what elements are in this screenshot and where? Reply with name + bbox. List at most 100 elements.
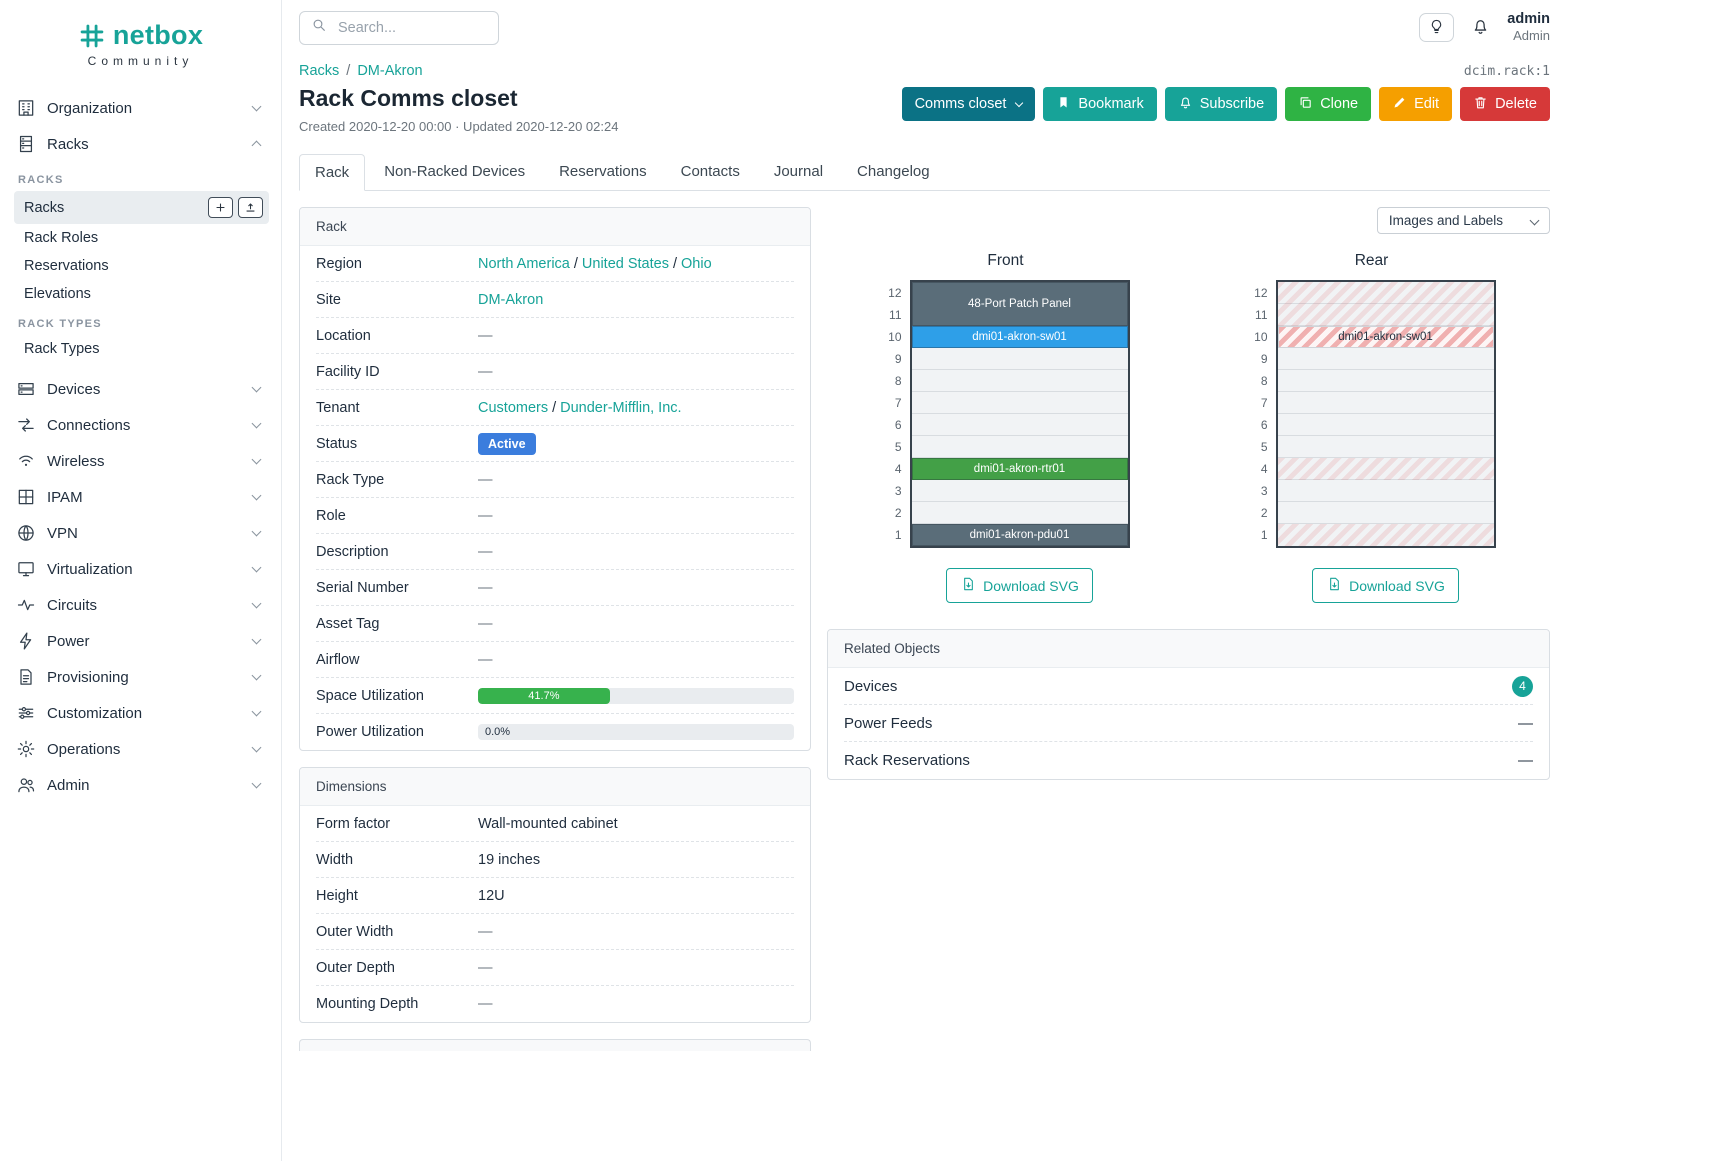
sidebar-item-reservations[interactable]: Reservations xyxy=(14,252,269,280)
object-id: dcim.rack:1 xyxy=(1463,63,1550,79)
topbar-right: admin Admin xyxy=(1419,11,1550,43)
sidebar-item-virtualization[interactable]: Virtualization xyxy=(0,551,281,587)
sidebar-item-admin[interactable]: Admin xyxy=(0,767,281,803)
sidebar-item-racks[interactable]: Racks xyxy=(14,191,269,224)
empty-unit-slot xyxy=(911,392,1128,414)
subscribe-button[interactable]: Subscribe xyxy=(1164,87,1278,121)
empty-unit-slot xyxy=(1277,282,1494,304)
detail-value: — xyxy=(478,960,794,976)
rack-device-dmi01-akron-sw01[interactable]: dmi01-akron-sw01 xyxy=(1277,326,1494,348)
rack-device-dmi01-akron-rtr01[interactable]: dmi01-akron-rtr01 xyxy=(911,458,1128,480)
chevron-down-icon xyxy=(251,598,262,609)
unit-number: 1 xyxy=(894,528,902,542)
empty-unit-slot xyxy=(1277,414,1494,436)
chevron-down-icon xyxy=(251,526,262,537)
sidebar-subitem-label: Racks xyxy=(24,199,65,216)
bookmark-button[interactable]: Bookmark xyxy=(1043,87,1157,121)
sidebar-item-rack-roles[interactable]: Rack Roles xyxy=(14,224,269,252)
breadcrumb-link-dm-akron[interactable]: DM-Akron xyxy=(357,63,423,79)
empty-unit-slot xyxy=(911,502,1128,524)
sidebar-item-rack-types[interactable]: Rack Types xyxy=(14,335,269,363)
detail-label: Asset Tag xyxy=(316,615,380,632)
dm-akron-link[interactable]: DM-Akron xyxy=(478,291,544,308)
clone-button[interactable]: Clone xyxy=(1285,87,1372,121)
sidebar-item-circuits[interactable]: Circuits xyxy=(0,587,281,623)
rear-ghost-block xyxy=(1277,282,1494,326)
related-rack-reservations-row[interactable]: Rack Reservations — xyxy=(844,742,1533,779)
building-icon xyxy=(16,98,36,118)
empty-unit-slot xyxy=(1277,392,1494,414)
global-search[interactable] xyxy=(299,10,499,45)
tab-non-racked-devices[interactable]: Non-Racked Devices xyxy=(384,163,526,180)
empty-unit-slot xyxy=(1277,436,1494,458)
detail-value: — xyxy=(478,580,794,596)
sidebar-item-label: Admin xyxy=(47,776,90,794)
customization-icon xyxy=(16,703,36,723)
detail-label: Space Utilization xyxy=(316,687,424,704)
rack-icon xyxy=(16,134,36,154)
search-input[interactable] xyxy=(336,18,487,37)
related-devices-row[interactable]: Devices 4 xyxy=(844,668,1533,705)
sidebar-item-operations[interactable]: Operations xyxy=(0,731,281,767)
detail-value: — xyxy=(478,544,794,560)
chevron-down-icon xyxy=(1529,215,1540,226)
power-icon xyxy=(16,631,36,651)
rack-device-dmi01-akron-pdu01[interactable]: dmi01-akron-pdu01 xyxy=(911,524,1128,546)
related-power-feeds-row[interactable]: Power Feeds — xyxy=(844,705,1533,742)
download-svg-label: Download SVG xyxy=(1349,577,1445,594)
breadcrumb-link-racks[interactable]: Racks xyxy=(299,63,340,79)
user-menu[interactable]: admin Admin xyxy=(1507,11,1550,43)
sidebar-item-wireless[interactable]: Wireless xyxy=(0,443,281,479)
button-label: Subscribe xyxy=(1199,96,1265,112)
sidebar-item-devices[interactable]: Devices xyxy=(0,371,281,407)
download-svg-button[interactable]: Download SVG xyxy=(946,568,1093,603)
netbox-logo[interactable]: netbox xyxy=(0,20,281,51)
sidebar-nav: Organization Racks RACKS Racks Rack Roles Res… xyxy=(0,90,281,803)
sidebar-item-customization[interactable]: Customization xyxy=(0,695,281,731)
right-column: Images and Labels Front 12 11 10 9 8 7 6 5 4 3 2 1 48… xyxy=(827,207,1550,796)
detail-row-region: Region North America / United States / Ohio xyxy=(316,246,794,282)
north-america-link[interactable]: North America xyxy=(478,255,570,272)
dunder-mifflin-inc-link[interactable]: Dunder-Mifflin, Inc. xyxy=(560,399,682,416)
rack-card-header: Rack xyxy=(300,208,810,246)
sidebar-item-power[interactable]: Power xyxy=(0,623,281,659)
customers-link[interactable]: Customers xyxy=(478,399,549,416)
rack-device-dmi01-akron-sw01[interactable]: dmi01-akron-sw01 xyxy=(911,326,1128,348)
brand-name: netbox xyxy=(112,20,204,50)
tab-reservations[interactable]: Reservations xyxy=(559,163,647,180)
sidebar-item-organization[interactable]: Organization xyxy=(0,90,281,126)
download-svg-button[interactable]: Download SVG xyxy=(1312,568,1459,603)
ohio-link[interactable]: Ohio xyxy=(681,255,712,272)
detail-label: Rack Type xyxy=(316,471,385,488)
comms-closet-dropdown-button[interactable]: Comms closet xyxy=(901,87,1036,121)
connections-icon xyxy=(16,415,36,435)
sidebar-item-ipam[interactable]: IPAM xyxy=(0,479,281,515)
detail-text: — xyxy=(478,996,493,1012)
edit-button[interactable]: Edit xyxy=(1379,87,1453,121)
tab-rack[interactable]: Rack xyxy=(299,154,366,191)
rack-device-48-port-patch-panel[interactable]: 48-Port Patch Panel xyxy=(911,282,1128,326)
empty-unit-slot xyxy=(911,370,1128,392)
united-states-link[interactable]: United States xyxy=(581,255,669,272)
chevron-down-icon xyxy=(251,634,262,645)
tab-changelog[interactable]: Changelog xyxy=(857,163,930,180)
sidebar-item-label: Organization xyxy=(47,99,133,117)
tab-journal[interactable]: Journal xyxy=(773,163,824,180)
unit-number: 6 xyxy=(894,418,902,432)
notifications-button[interactable] xyxy=(1471,17,1490,39)
sidebar-item-vpn[interactable]: VPN xyxy=(0,515,281,551)
delete-button[interactable]: Delete xyxy=(1460,87,1550,121)
sidebar-item-racks[interactable]: Racks xyxy=(0,126,281,162)
sidebar-item-provisioning[interactable]: Provisioning xyxy=(0,659,281,695)
tab-contacts[interactable]: Contacts xyxy=(680,163,740,180)
sidebar-item-elevations[interactable]: Elevations xyxy=(14,280,269,308)
progress-power-utilization: 0.0% xyxy=(478,724,794,740)
theme-toggle-button[interactable] xyxy=(1419,13,1455,42)
chevron-down-icon xyxy=(251,670,262,681)
detail-row-rack-type: Rack Type — xyxy=(316,462,794,498)
sidebar-item-connections[interactable]: Connections xyxy=(0,407,281,443)
upload-button[interactable] xyxy=(238,197,263,218)
images-labels-select[interactable]: Images and Labels xyxy=(1376,207,1550,234)
sidebar-item-label: Customization xyxy=(47,704,143,722)
plus-button[interactable] xyxy=(208,197,233,218)
